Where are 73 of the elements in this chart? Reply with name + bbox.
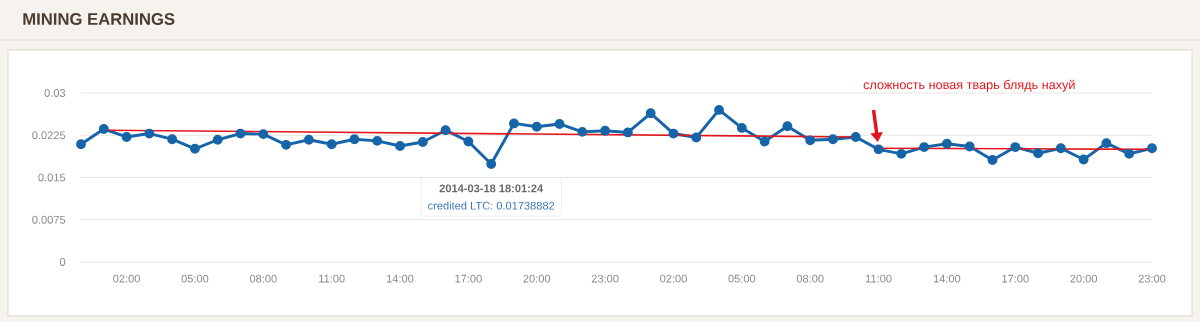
point — [1078, 154, 1089, 165]
point — [235, 128, 246, 139]
point — [919, 142, 930, 153]
x-tick-label: 17:00 — [1002, 274, 1029, 283]
x-tick-label: 23:00 — [1138, 274, 1166, 283]
point — [144, 128, 155, 139]
y-tick-label: 0.0225 — [32, 131, 66, 140]
point — [190, 143, 200, 154]
point — [805, 135, 816, 146]
x-tick-label: 23:00 — [591, 274, 619, 283]
point — [736, 122, 747, 133]
y-tick-label: 0.015 — [38, 173, 66, 182]
point — [349, 134, 360, 145]
point — [691, 132, 702, 143]
point — [941, 138, 952, 149]
point — [1010, 142, 1021, 153]
point — [600, 125, 611, 136]
x-tick-label: 14:00 — [933, 274, 961, 283]
x-tick-label: 20:00 — [523, 274, 551, 283]
point — [281, 139, 292, 150]
point — [828, 134, 838, 145]
point — [121, 132, 132, 142]
point — [486, 159, 497, 169]
point — [554, 119, 565, 129]
point — [850, 132, 861, 142]
x-tick-label: 05:00 — [181, 274, 209, 283]
point — [873, 144, 884, 155]
point — [531, 121, 542, 132]
y-tick-label: 0.0075 — [32, 215, 66, 224]
point — [668, 128, 679, 139]
point — [440, 125, 451, 136]
x-tick-label: 14:00 — [387, 274, 414, 283]
x-tick-label: 08:00 — [796, 274, 824, 283]
point — [326, 139, 337, 150]
point — [372, 135, 383, 146]
x-tick-label: 08:00 — [249, 274, 277, 283]
annotation: credited LTC: 0.01738882 — [428, 201, 555, 210]
point — [645, 108, 656, 119]
point — [759, 136, 770, 147]
point — [964, 141, 975, 152]
x-tick-label: 20:00 — [1070, 274, 1098, 283]
x-tick-label: 02:00 — [113, 274, 140, 283]
point — [782, 121, 793, 132]
x-tick-label: 05:00 — [728, 274, 756, 283]
annotation: 2014-03-18 18:01:24 — [439, 184, 544, 193]
point — [714, 104, 724, 115]
point — [622, 127, 633, 138]
point — [1101, 138, 1112, 149]
point — [417, 137, 428, 147]
point — [896, 148, 907, 159]
x-tick-label: 11:00 — [319, 274, 345, 283]
point — [98, 124, 109, 134]
point — [1124, 148, 1135, 159]
point — [509, 118, 519, 129]
point — [212, 134, 223, 145]
point — [987, 155, 998, 165]
point — [395, 141, 405, 151]
point — [1147, 143, 1157, 154]
point — [463, 136, 474, 147]
point — [1055, 143, 1066, 154]
point — [303, 134, 314, 145]
y-tick-label: 0.03 — [44, 89, 66, 97]
chart-title: MINING EARNINGS — [23, 13, 175, 25]
x-tick-label: 17:00 — [455, 274, 482, 283]
y-tick-label: 0 — [59, 258, 66, 266]
text: сложность новая тварь блядь нахуй — [863, 79, 1075, 92]
x-tick-label: 11:00 — [865, 274, 892, 283]
point — [577, 126, 588, 137]
x-tick-label: 02:00 — [660, 274, 687, 283]
point — [258, 129, 269, 140]
point — [76, 139, 86, 150]
point — [1033, 148, 1043, 159]
point — [167, 134, 178, 145]
